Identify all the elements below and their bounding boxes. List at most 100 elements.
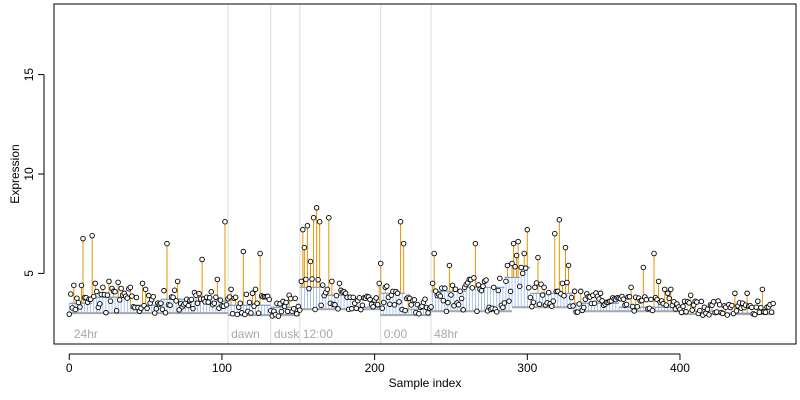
data-point <box>173 298 179 304</box>
data-point <box>458 295 465 302</box>
data-point <box>680 303 686 310</box>
data-point <box>529 303 535 310</box>
data-point <box>445 299 451 306</box>
data-point <box>509 260 515 267</box>
data-point <box>422 296 428 302</box>
data-point <box>440 297 447 304</box>
data-point <box>248 310 254 316</box>
data-point <box>213 294 219 301</box>
data-point <box>545 289 552 296</box>
data-point <box>506 298 512 304</box>
data-point <box>104 292 111 298</box>
data-point <box>710 299 717 305</box>
data-point <box>402 307 408 314</box>
x-tick-label: 200 <box>365 361 385 375</box>
data-point <box>397 218 404 225</box>
data-point <box>129 293 135 299</box>
timepoint-annotation: 48hr <box>434 327 458 341</box>
data-point <box>161 287 167 294</box>
data-point <box>400 240 407 247</box>
data-point <box>687 292 694 299</box>
data-point <box>770 300 776 307</box>
data-point <box>591 300 598 306</box>
data-point <box>300 226 306 233</box>
data-point <box>716 301 723 308</box>
data-point <box>100 284 106 291</box>
timepoint-annotation: 24hr <box>74 327 98 341</box>
data-point <box>356 295 363 301</box>
data-point <box>112 288 118 295</box>
data-point <box>116 297 123 303</box>
data-point <box>661 286 668 293</box>
data-point <box>223 302 230 308</box>
data-point <box>756 309 763 316</box>
data-point <box>222 218 228 225</box>
data-point <box>379 305 386 311</box>
data-point <box>733 308 740 314</box>
data-point <box>190 305 196 312</box>
data-point <box>541 284 547 291</box>
data-point <box>626 293 633 300</box>
x-tick-label: 300 <box>517 361 537 375</box>
data-point <box>649 307 656 314</box>
data-point <box>713 309 720 315</box>
data-point <box>556 216 563 223</box>
data-point <box>358 306 364 313</box>
data-point <box>370 303 376 310</box>
data-point <box>206 294 213 301</box>
data-point <box>353 305 360 312</box>
data-point <box>278 308 285 315</box>
data-point <box>416 310 422 317</box>
data-point <box>301 244 308 251</box>
data-point <box>564 279 570 286</box>
data-point <box>530 299 537 306</box>
data-point <box>562 244 569 251</box>
y-tick-label: 15 <box>22 68 36 82</box>
data-point <box>232 294 239 301</box>
data-point <box>374 301 381 308</box>
data-point <box>732 290 738 297</box>
data-point <box>523 265 529 271</box>
data-point <box>655 278 662 285</box>
data-point <box>93 288 100 295</box>
data-point <box>631 308 637 314</box>
data-point <box>153 305 160 312</box>
data-point <box>283 299 289 306</box>
data-point <box>643 296 650 303</box>
data-point <box>581 304 587 311</box>
data-point <box>294 311 300 317</box>
data-point <box>759 286 766 293</box>
data-point <box>315 277 321 283</box>
data-point <box>686 300 692 306</box>
data-point <box>469 285 476 291</box>
data-point <box>306 285 312 292</box>
data-point <box>411 296 418 303</box>
data-point <box>666 295 673 302</box>
data-point <box>348 305 355 312</box>
data-point <box>429 280 436 287</box>
data-point <box>521 250 527 257</box>
data-point <box>384 283 390 289</box>
data-point <box>533 280 540 286</box>
data-point <box>472 240 479 247</box>
data-point <box>480 283 486 290</box>
data-point <box>89 232 95 239</box>
data-point <box>387 301 393 308</box>
data-point <box>483 277 489 283</box>
data-point <box>188 296 195 303</box>
data-point <box>377 260 384 267</box>
data-point <box>576 301 582 307</box>
data-point <box>145 292 152 299</box>
data-point <box>75 299 82 306</box>
data-point <box>698 298 705 305</box>
data-point <box>107 298 114 304</box>
data-point <box>297 307 303 313</box>
data-point <box>194 300 201 307</box>
data-point <box>744 290 750 297</box>
data-point <box>167 302 173 309</box>
data-point <box>290 305 297 312</box>
data-point <box>162 310 169 316</box>
data-point <box>92 280 98 287</box>
